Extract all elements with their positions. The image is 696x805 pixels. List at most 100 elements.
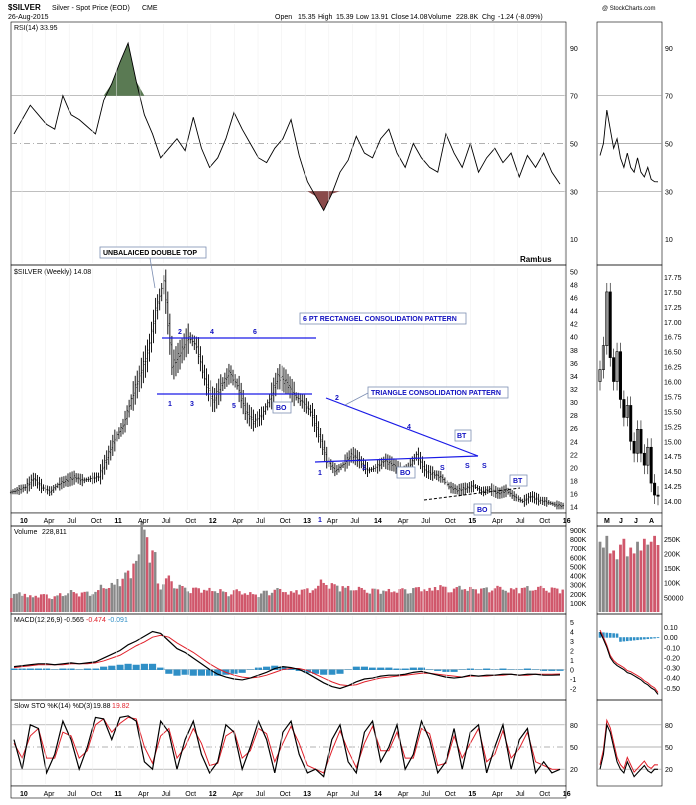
volume-bar: [221, 591, 225, 612]
volume-bar: [246, 594, 249, 612]
side-volume-tick: 100K: [664, 581, 681, 588]
volume-bar: [254, 594, 257, 612]
volume-bar: [189, 593, 192, 612]
macd-label: MACD(12,26,9): [14, 617, 63, 624]
x-tick-label: 10: [20, 518, 28, 525]
side-price-tick: 17.75: [664, 275, 682, 282]
bo-text-2: BO: [400, 470, 411, 477]
volume-bar: [368, 593, 372, 612]
macd-histogram-bar: [393, 668, 401, 670]
volume-bar: [284, 592, 287, 612]
volume-bar: [80, 592, 84, 612]
rectangle-callout-text: 6 PT RECTANGEL CONSOLIDATION PATTERN: [303, 316, 457, 323]
macd-histogram-bar: [344, 669, 352, 670]
rsi-oversold-fill: [14, 191, 560, 211]
volume-bar: [42, 594, 46, 612]
volume-bar: [257, 597, 260, 612]
volume-bar: [265, 590, 268, 612]
macd-histogram-bar: [483, 668, 491, 670]
volume-bar: [251, 594, 255, 612]
volume-bar: [474, 589, 477, 612]
x-tick-label-bottom: 16: [563, 791, 571, 798]
side-macd-hist: [598, 632, 602, 638]
price-tick: 40: [570, 335, 578, 342]
macd-histogram-bar: [556, 669, 564, 671]
side-macd-panel: [596, 613, 663, 701]
macd-histogram-bar: [214, 669, 222, 676]
volume-bar: [425, 591, 429, 612]
x-tick-label: 13: [303, 518, 311, 525]
macd-value-b: -0.474: [86, 617, 106, 624]
price-tick: 50: [570, 269, 578, 276]
volume-bar: [493, 588, 497, 612]
x-tick-label: 15: [468, 518, 476, 525]
macd-histogram-bar: [368, 667, 377, 670]
volume-bar: [485, 587, 488, 612]
macd-histogram-bar: [401, 668, 409, 670]
x-tick-label-bottom: Oct: [280, 791, 291, 798]
volume-bar: [412, 588, 415, 612]
volume-bar: [490, 590, 494, 612]
macd-histogram-bar: [548, 669, 556, 671]
open-label: Open: [275, 14, 292, 21]
bo-callout-2: [396, 466, 416, 479]
x-tick-label-bottom: Apr: [327, 791, 339, 798]
macd-histogram-bar: [10, 668, 18, 670]
volume-bar: [173, 588, 176, 612]
price-tick: 42: [570, 322, 578, 329]
rect-point-3: 3: [190, 401, 194, 408]
side-sto-tick: 80: [665, 723, 673, 730]
volume-bar: [488, 592, 491, 612]
rsi-label: RSI(14) 33.95: [14, 25, 58, 32]
volume-bar: [224, 592, 228, 612]
x-tick-label-bottom: Jul: [516, 791, 525, 798]
macd-histogram-bar: [515, 669, 523, 670]
macd-histogram-bar: [100, 666, 108, 670]
volume-bar: [496, 585, 499, 612]
volume-bar: [504, 590, 507, 612]
volume-bar: [216, 592, 219, 612]
price-tick: 28: [570, 413, 578, 420]
side-volume-tick: 150K: [664, 566, 681, 573]
volume-tick: 400K: [570, 574, 587, 581]
side-price-tick: 14.50: [664, 469, 682, 476]
volume-bar: [77, 596, 81, 612]
volume-tick: 500K: [570, 564, 587, 571]
side-sto-tick: 20: [665, 767, 673, 774]
x-tick-label: Oct: [445, 518, 456, 525]
volume-tick: 200K: [570, 592, 587, 599]
x-tick-label-bottom: 13: [303, 791, 311, 798]
macd-histogram-bar: [491, 669, 499, 670]
x-tick-label-bottom: Apr: [492, 791, 504, 798]
macd-histogram-bar: [43, 668, 51, 670]
x-tick-label-bottom: 10: [20, 791, 28, 798]
macd-histogram-bar: [507, 669, 515, 670]
volume-bar: [205, 590, 209, 612]
side-macd-hist: [636, 637, 639, 641]
macd-panel: [10, 613, 567, 701]
volume-bar: [528, 590, 532, 612]
volume-bar: [344, 587, 347, 612]
rsi-overbought-fill: [14, 43, 560, 96]
macd-histogram-bar: [499, 668, 507, 670]
side-price-tick: 15.50: [664, 409, 682, 416]
macd-histogram-bar: [352, 666, 360, 670]
side-price-tick: 17.25: [664, 305, 682, 312]
side-macd-hist: [619, 637, 622, 642]
volume-bar: [67, 593, 70, 612]
side-volume-bar: [615, 559, 619, 612]
pattern-annotations: UNBALAICED DOUBLE TOP 6 PT RECTANGEL CON…: [99, 246, 528, 524]
side-macd-tick: -0.20: [664, 655, 680, 662]
volume-bar: [512, 589, 516, 612]
side-macd-hist: [656, 637, 660, 639]
macd-histogram-bar: [279, 666, 287, 670]
volume-bar: [26, 597, 29, 612]
volume-bar: [18, 592, 21, 612]
change-label: Chg: [482, 14, 495, 21]
side-price-tick: 17.00: [664, 320, 682, 327]
side-volume-tick: 50000: [664, 595, 684, 602]
macd-tick: 1: [570, 658, 574, 665]
volume-bar: [192, 587, 195, 612]
side-volume-bar: [612, 550, 616, 612]
volume-bar: [433, 587, 437, 612]
